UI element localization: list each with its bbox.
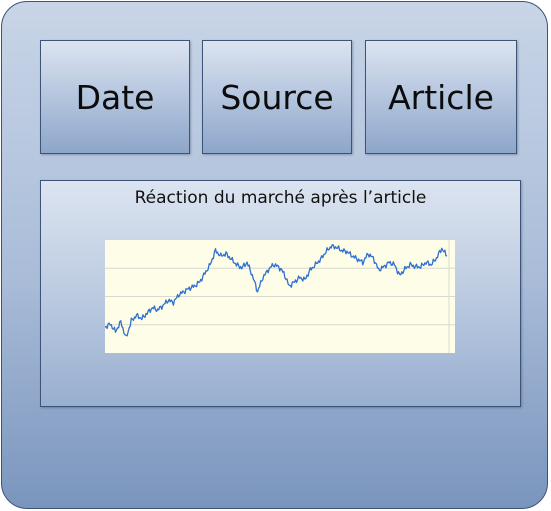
article-label: Article (388, 77, 494, 117)
series-line-0 (105, 244, 448, 337)
line-chart (105, 240, 455, 353)
article-box: Article (365, 40, 517, 154)
panel-title: Réaction du marché après l’article (134, 188, 427, 208)
source-label: Source (220, 77, 334, 117)
date-label: Date (75, 77, 155, 117)
chart-svg (105, 240, 455, 353)
source-box: Source (202, 40, 352, 154)
date-box: Date (40, 40, 190, 154)
chart-series (105, 244, 448, 337)
chart-grid (105, 240, 455, 353)
market-reaction-panel: Réaction du marché après l’article (40, 180, 521, 407)
